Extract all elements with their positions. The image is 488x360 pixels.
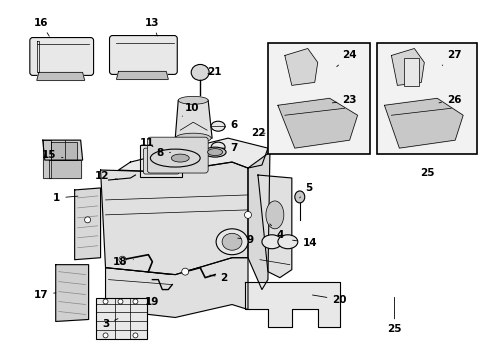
Bar <box>377 42 476 154</box>
Text: 3: 3 <box>102 319 118 329</box>
Text: 26: 26 <box>438 95 461 105</box>
Ellipse shape <box>119 256 126 263</box>
Text: 15: 15 <box>41 150 63 160</box>
FancyBboxPatch shape <box>143 148 179 174</box>
Text: 17: 17 <box>33 289 56 300</box>
Polygon shape <box>247 152 269 289</box>
Ellipse shape <box>265 201 283 229</box>
Text: 14: 14 <box>292 238 316 248</box>
Ellipse shape <box>277 235 297 249</box>
Text: 20: 20 <box>312 294 346 305</box>
Ellipse shape <box>167 152 192 164</box>
Bar <box>140 145 182 177</box>
Text: 22: 22 <box>250 128 264 138</box>
Text: 4: 4 <box>269 224 283 240</box>
Text: 16: 16 <box>34 18 49 36</box>
Ellipse shape <box>244 211 251 219</box>
Ellipse shape <box>203 147 225 157</box>
Polygon shape <box>390 49 424 85</box>
Ellipse shape <box>103 333 108 338</box>
Bar <box>404 58 419 86</box>
Text: 23: 23 <box>332 95 356 105</box>
Ellipse shape <box>178 96 208 104</box>
Text: 8: 8 <box>156 148 170 158</box>
Polygon shape <box>56 265 88 321</box>
Text: 12: 12 <box>95 171 118 181</box>
Polygon shape <box>42 140 82 160</box>
Ellipse shape <box>182 268 188 275</box>
Text: 7: 7 <box>222 143 237 153</box>
Polygon shape <box>285 49 317 85</box>
Ellipse shape <box>207 149 222 156</box>
Ellipse shape <box>118 299 122 304</box>
Ellipse shape <box>222 233 242 250</box>
Polygon shape <box>101 162 247 275</box>
Polygon shape <box>42 140 51 178</box>
Text: 24: 24 <box>336 50 356 67</box>
Ellipse shape <box>171 154 189 162</box>
Polygon shape <box>105 258 247 318</box>
Polygon shape <box>244 282 339 328</box>
Ellipse shape <box>175 133 211 143</box>
Bar <box>95 298 147 339</box>
Polygon shape <box>75 188 101 260</box>
Polygon shape <box>384 98 462 148</box>
Polygon shape <box>49 160 81 178</box>
Polygon shape <box>37 72 84 80</box>
Text: 11: 11 <box>140 138 154 148</box>
Text: 13: 13 <box>145 18 159 36</box>
Polygon shape <box>258 175 291 278</box>
Polygon shape <box>277 98 357 148</box>
FancyBboxPatch shape <box>109 36 177 75</box>
Text: 19: 19 <box>145 297 159 306</box>
Polygon shape <box>116 71 168 80</box>
Ellipse shape <box>262 235 281 249</box>
Polygon shape <box>118 138 267 172</box>
Text: 9: 9 <box>237 235 253 245</box>
Text: 2: 2 <box>209 273 227 283</box>
Text: 18: 18 <box>113 257 133 267</box>
FancyBboxPatch shape <box>30 37 93 75</box>
Ellipse shape <box>133 299 138 304</box>
Ellipse shape <box>191 64 209 80</box>
Ellipse shape <box>133 333 138 338</box>
Ellipse shape <box>216 229 247 255</box>
Text: 10: 10 <box>182 103 199 116</box>
Text: 21: 21 <box>206 67 221 77</box>
Text: 25: 25 <box>386 297 401 334</box>
FancyBboxPatch shape <box>147 137 208 173</box>
Text: 5: 5 <box>299 183 312 198</box>
Text: 1: 1 <box>53 193 78 203</box>
Ellipse shape <box>84 217 90 223</box>
Ellipse shape <box>294 191 304 203</box>
Ellipse shape <box>211 121 224 131</box>
Text: 27: 27 <box>441 50 461 66</box>
Text: 25: 25 <box>419 168 434 178</box>
Ellipse shape <box>211 142 224 152</box>
Bar <box>267 42 369 154</box>
Ellipse shape <box>103 299 108 304</box>
Polygon shape <box>175 100 212 138</box>
Text: 6: 6 <box>224 120 237 130</box>
Polygon shape <box>51 142 77 160</box>
